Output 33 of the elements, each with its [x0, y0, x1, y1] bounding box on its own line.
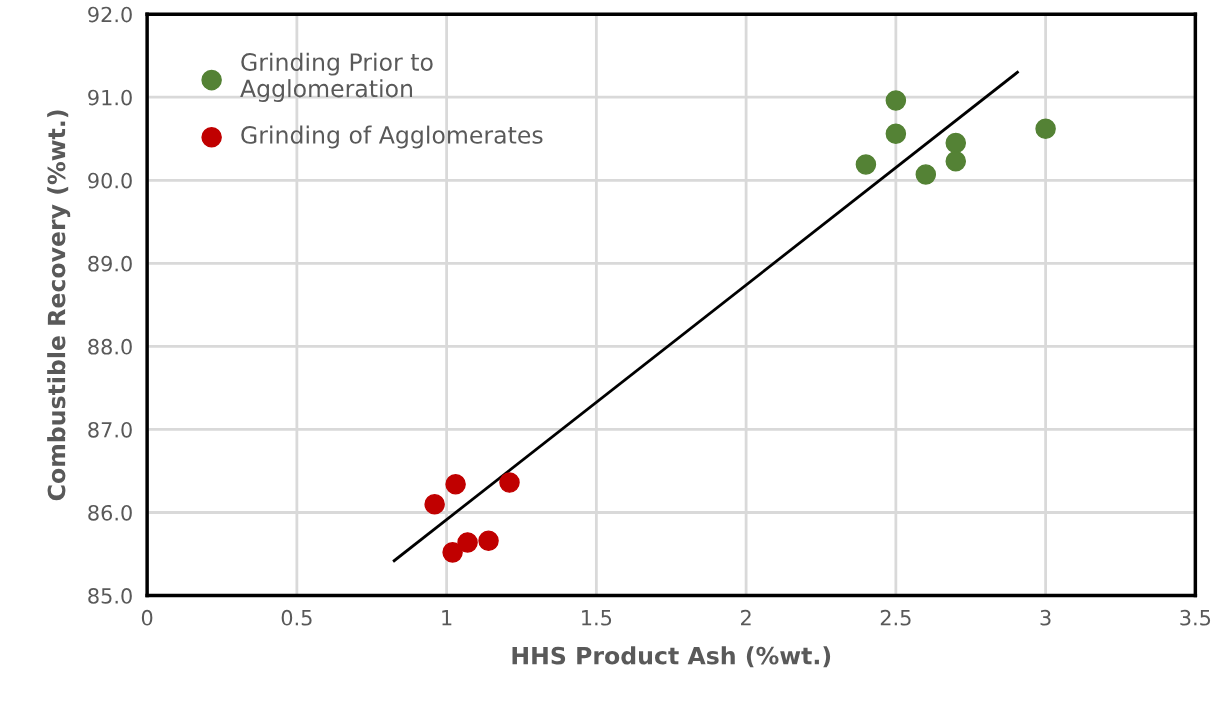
point: [478, 530, 499, 552]
point: [945, 150, 967, 172]
x-tick-label: 0.5: [281, 609, 312, 626]
legend-label: Grinding Prior to Agglomeration: [240, 52, 433, 102]
y-tick-label: 87.0: [88, 421, 132, 438]
point: [457, 532, 478, 553]
x-tick-label: 3.5: [1180, 609, 1211, 626]
y-tick-label: 86.0: [88, 504, 132, 521]
y-tick-label: 88.0: [88, 338, 132, 355]
point: [945, 132, 967, 154]
legend-label: Grinding of Agglomerates: [241, 125, 543, 149]
point: [499, 472, 520, 493]
y-tick-label: 91.0: [88, 89, 132, 106]
y-tick-label: 89.0: [88, 255, 132, 272]
point: [442, 542, 463, 563]
x-axis-title: HHS Product Ash (%wt.): [512, 646, 831, 668]
point: [1035, 118, 1056, 140]
y-axis-title: Combustible Recovery (%wt.): [47, 110, 71, 501]
point: [885, 90, 907, 111]
x-tick-label: 3: [1040, 609, 1051, 626]
y-tick-label: 92.0: [88, 6, 132, 23]
y-tick-label: 85.0: [88, 588, 132, 604]
x-tick-label: 0: [141, 609, 153, 626]
point: [855, 154, 877, 175]
point: [915, 164, 937, 185]
x-tick-label: 2.5: [880, 609, 911, 626]
y-tick-label: 90.0: [88, 172, 132, 189]
x-tick-label: 1: [442, 610, 452, 626]
point: [885, 123, 907, 145]
point: [424, 493, 445, 515]
x-tick-label: 1.5: [582, 610, 612, 626]
x-tick-label: 2: [741, 609, 751, 626]
point: [445, 473, 466, 495]
